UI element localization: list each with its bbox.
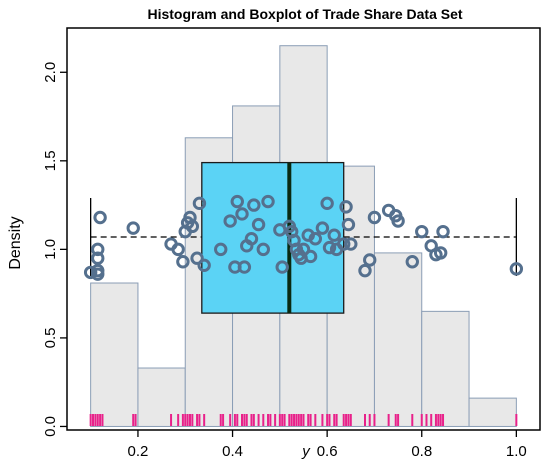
data-point (256, 242, 270, 257)
data-point (247, 198, 261, 212)
data-point (235, 207, 249, 221)
y-tick-label: 2.0 (42, 62, 59, 83)
y-tick-label: 1.5 (42, 150, 59, 171)
data-point (192, 196, 207, 211)
data-point (391, 214, 405, 228)
data-point (341, 217, 356, 232)
data-point (436, 224, 450, 239)
data-point (251, 217, 266, 232)
data-point (509, 262, 524, 276)
data-point (223, 214, 237, 228)
data-point (315, 221, 330, 235)
data-point (237, 260, 252, 274)
data-point (93, 210, 107, 225)
data-point (185, 219, 200, 234)
plot-frame (66, 27, 541, 431)
data-point (363, 253, 377, 267)
histogram-bar (373, 252, 423, 427)
data-point (275, 260, 289, 274)
data-point (308, 232, 323, 246)
histogram-bar (90, 282, 139, 427)
x-axis-ticks: 0.2 0.4 0.6 0.8 1.0 (128, 430, 527, 460)
data-point (197, 258, 211, 273)
histogram-bar (468, 397, 517, 427)
y-tick-label: 0.0 (42, 416, 59, 437)
data-point (176, 255, 190, 269)
y-axis-ticks: 0.0 0.5 1.0 1.5 2.0 (42, 62, 67, 437)
x-axis-label: y (301, 443, 311, 460)
x-tick-label: 0.4 (222, 443, 243, 460)
data-point (171, 242, 185, 257)
y-tick-label: 0.5 (42, 327, 59, 348)
axes (66, 27, 541, 431)
boxplot-box (201, 161, 345, 314)
data-point (296, 242, 311, 257)
data-point (358, 263, 372, 278)
data-point (91, 242, 105, 257)
data-point (405, 255, 419, 269)
x-tick-label: 0.2 (128, 443, 149, 460)
boxplot-iqr-box (201, 161, 345, 314)
data-point (214, 242, 228, 257)
data-point (433, 246, 448, 260)
chart-title: Histogram and Boxplot of Trade Share Dat… (147, 6, 462, 22)
data-point (327, 228, 341, 242)
data-points (83, 194, 524, 281)
x-tick-label: 0.8 (411, 443, 432, 460)
data-point (303, 249, 318, 264)
data-point (244, 232, 259, 246)
data-point (415, 224, 429, 239)
data-point (367, 210, 382, 225)
data-point (190, 251, 204, 265)
data-point (91, 263, 105, 278)
histogram-bar (421, 310, 470, 427)
data-point (322, 240, 337, 255)
data-point (91, 251, 105, 265)
data-point (339, 200, 353, 214)
data-point (261, 194, 275, 209)
y-axis-label: Density (7, 216, 24, 269)
data-point (344, 237, 358, 251)
rug-marks (89, 414, 518, 426)
data-point (126, 221, 140, 235)
data-point (337, 237, 351, 251)
data-point (83, 265, 98, 280)
x-tick-label: 0.6 (317, 443, 338, 460)
data-point (320, 196, 334, 211)
data-point (230, 194, 244, 209)
y-tick-label: 1.0 (42, 239, 59, 260)
x-tick-label: 1.0 (506, 443, 527, 460)
